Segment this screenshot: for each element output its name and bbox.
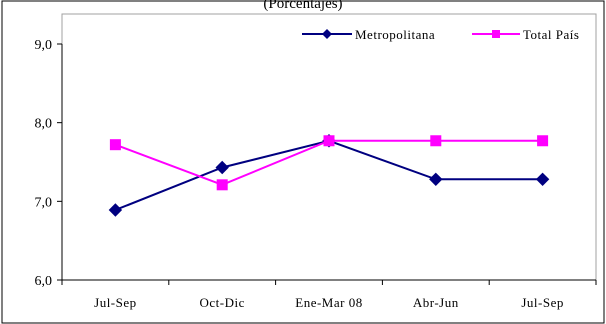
x-tick-label: Ene-Mar 08: [295, 295, 362, 310]
data-point: [216, 179, 228, 191]
legend-marker: [492, 30, 500, 38]
y-tick-label: 6,0: [35, 274, 53, 289]
data-point: [215, 160, 229, 175]
x-tick-label: Oct-Dic: [200, 295, 245, 310]
data-point: [109, 139, 121, 151]
legend-label: Total País: [523, 27, 579, 42]
y-tick-label: 9,0: [35, 38, 53, 53]
axes: 6,0 7,0 8,0 9,0 Jul-Sep Oct-Dic Ene-Mar 08 Abr-…: [35, 38, 597, 310]
chart-title: (Porcentajes): [263, 0, 342, 12]
data-point: [535, 172, 550, 187]
data-point: [537, 135, 549, 147]
data-point: [429, 172, 443, 187]
y-tick-label: 7,0: [35, 195, 53, 210]
series-layer: [108, 134, 550, 217]
data-point: [323, 135, 335, 147]
legend-item-1: Metropolitana: [302, 27, 435, 42]
data-point: [430, 135, 442, 147]
legend-label: Metropolitana: [355, 27, 435, 42]
legend-item-2: Total País: [472, 27, 579, 42]
series-2: [109, 135, 549, 191]
x-tick-label: Jul-Sep: [94, 295, 137, 310]
legend: Metropolitana Total País: [302, 27, 579, 42]
data-point: [108, 203, 123, 217]
x-tick-label: Jul-Sep: [521, 295, 564, 310]
x-tick-label: Abr-Jun: [413, 295, 459, 310]
y-tick-label: 8,0: [35, 117, 53, 132]
legend-marker: [322, 29, 332, 39]
